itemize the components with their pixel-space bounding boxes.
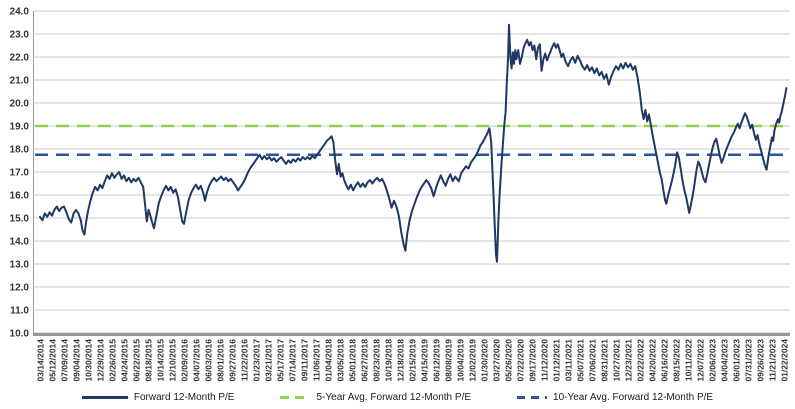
x-axis-tick-label: 02/22/2022: [636, 339, 646, 382]
x-axis-tick-label: 11/06/2017: [312, 339, 322, 381]
x-axis-tick-label: 08/01/2016: [216, 339, 226, 382]
y-axis-tick-label: 18.0: [10, 145, 30, 156]
x-axis-tick-label: 03/27/2020: [492, 339, 502, 382]
x-axis-tick-label: 04/04/2023: [720, 339, 730, 382]
x-axis-tick-label: 07/09/2014: [60, 339, 70, 382]
x-axis-line: [33, 333, 790, 336]
x-axis-tick-label: 09/04/2014: [72, 339, 82, 382]
x-axis-tick-label: 08/31/2021: [600, 339, 610, 382]
ten-year-avg-line-swatch: [517, 395, 548, 399]
x-axis-tick-label: 06/22/2015: [132, 339, 142, 382]
legend-label-10yr-avg: 10-Year Avg. Forward 12-Month P/E: [553, 391, 714, 403]
x-axis-tick-label: 05/12/2014: [48, 339, 58, 382]
y-axis-tick-label: 10.0: [10, 329, 30, 340]
legend: Forward 12-Month P/E 5-Year Avg. Forward…: [0, 388, 795, 406]
x-axis-tick-label: 07/06/2021: [588, 339, 598, 382]
x-axis-tick-label: 11/22/2016: [240, 339, 250, 381]
y-axis-tick-label: 24.0: [10, 7, 30, 18]
legend-item-10yr-avg: 10-Year Avg. Forward 12-Month P/E: [517, 392, 713, 403]
x-axis-tick-label: 12/18/2018: [396, 339, 406, 382]
x-axis-tick-label: 02/15/2019: [408, 339, 418, 382]
x-axis-tick-label: 08/15/2022: [672, 339, 682, 382]
x-axis-tick-label: 09/26/2023: [756, 339, 766, 382]
y-axis-tick-label: 14.0: [10, 237, 30, 248]
y-axis-tick-label: 13.0: [10, 260, 30, 271]
x-axis-tick-label: 04/24/2015: [120, 339, 130, 382]
x-axis-tick-label: 12/07/2022: [696, 339, 706, 382]
x-axis-tick-label: 04/20/2022: [648, 339, 658, 382]
legend-label-5yr-avg: 5-Year Avg. Forward 12-Month P/E: [316, 391, 472, 403]
legend-item-5yr-avg: 5-Year Avg. Forward 12-Month P/E: [280, 392, 471, 403]
y-axis-tick-label: 12.0: [10, 283, 30, 294]
x-axis-tick-label: 12/02/2019: [468, 339, 478, 382]
forward-pe-line-swatch: [81, 395, 128, 399]
x-axis-tick-label: 01/30/2020: [480, 339, 490, 382]
x-axis-tick-label: 07/31/2023: [744, 339, 754, 382]
y-axis-tick-label: 17.0: [10, 168, 30, 179]
x-axis-tick-label: 08/23/2018: [372, 339, 382, 382]
x-axis-tick-label: 11/12/2020: [540, 339, 550, 381]
x-axis-tick-label: 10/30/2014: [84, 339, 94, 382]
x-axis-tick-label: 01/22/2024: [780, 339, 790, 382]
x-axis-tick-label: 02/09/2016: [180, 339, 190, 382]
x-axis-tick-label: 02/06/2023: [708, 339, 718, 382]
legend-label-forward-pe: Forward 12-Month P/E: [133, 391, 235, 403]
x-axis-tick-label: 07/14/2017: [288, 339, 298, 382]
y-axis-tick-label: 23.0: [10, 30, 30, 41]
x-axis-tick-label: 08/18/2015: [144, 339, 154, 382]
x-axis-tick-label: 03/05/2018: [336, 339, 346, 382]
x-axis-tick-label: 10/19/2018: [384, 339, 394, 382]
x-axis-tick-label: 06/03/2016: [204, 339, 214, 382]
x-axis-tick-label: 06/16/2022: [660, 339, 670, 382]
x-axis-tick-label: 06/01/2023: [732, 339, 742, 382]
y-axis-tick-label: 19.0: [10, 122, 30, 133]
x-axis-tick-label: 01/04/2018: [324, 339, 334, 382]
y-axis-tick-label: 22.0: [10, 53, 30, 64]
y-axis-tick-label: 20.0: [10, 99, 30, 110]
x-axis-tick-label: 09/27/2016: [228, 339, 238, 382]
x-axis-tick-label: 05/17/2017: [276, 339, 286, 382]
y-axis-tick-label: 15.0: [10, 214, 30, 225]
x-axis-tick-label: 04/07/2016: [192, 339, 202, 382]
x-axis-tick-label: 05/01/2018: [348, 339, 358, 382]
x-axis-tick-label: 11/21/2023: [768, 339, 778, 381]
x-axis-tick-label: 02/26/2015: [108, 339, 118, 382]
x-axis-tick-label: 10/14/2015: [156, 339, 166, 382]
y-axis-tick-label: 16.0: [10, 191, 30, 202]
x-axis-tick-label: 09/11/2017: [300, 339, 310, 381]
five-year-avg-line-swatch: [280, 395, 311, 399]
x-axis-tick-label: 10/27/2021: [612, 339, 622, 382]
x-axis-tick-label: 04/15/2019: [420, 339, 430, 382]
x-axis-tick-label: 12/10/2015: [168, 339, 178, 382]
x-axis-tick-label: 06/12/2019: [432, 339, 442, 382]
x-axis-tick-label: 09/17/2020: [528, 339, 538, 382]
x-axis-tick-label: 01/23/2017: [252, 339, 262, 382]
y-axis-tick-label: 21.0: [10, 76, 30, 87]
x-axis-tick-label: 08/08/2019: [444, 339, 454, 382]
x-axis-tick-label: 10/11/2022: [684, 339, 694, 381]
forward-pe-line: [39, 23, 788, 263]
x-axis-tick-label: 12/23/2021: [624, 339, 634, 382]
x-axis-tick-label: 07/22/2020: [516, 339, 526, 382]
x-axis-tick-label: 01/12/2021: [552, 339, 562, 382]
x-axis-tick-label: 03/14/2014: [36, 339, 46, 382]
x-axis-tick-label: 05/26/2020: [504, 339, 514, 382]
y-axis-tick-label: 11.0: [10, 306, 29, 317]
x-axis-tick-label: 10/04/2019: [456, 339, 466, 382]
x-axis-tick-label: 12/29/2014: [96, 339, 106, 382]
x-axis-tick-label: 05/07/2021: [576, 339, 586, 382]
x-axis-tick-label: 03/21/2017: [264, 339, 274, 382]
x-axis-tick-label: 03/11/2021: [564, 339, 574, 381]
x-axis-tick-label: 06/27/2018: [360, 339, 370, 382]
legend-item-forward-pe: Forward 12-Month P/E: [81, 391, 235, 403]
